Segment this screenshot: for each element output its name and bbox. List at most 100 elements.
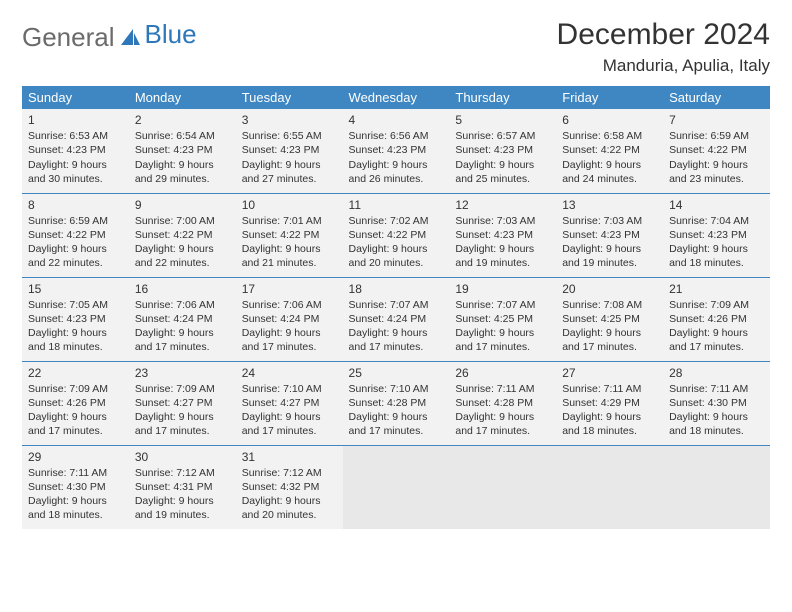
day-number: 8 xyxy=(28,197,123,213)
calendar-day-cell: 23Sunrise: 7:09 AMSunset: 4:27 PMDayligh… xyxy=(129,361,236,445)
day-number: 30 xyxy=(135,449,230,465)
sunset-line: Sunset: 4:23 PM xyxy=(28,312,123,326)
day-number: 1 xyxy=(28,112,123,128)
calendar-week-row: 1Sunrise: 6:53 AM Sunset: 4:23 PM Daylight… xyxy=(22,109,770,193)
daylight-line: and 19 minutes. xyxy=(562,256,657,270)
sunset-line: Sunset: 4:24 PM xyxy=(242,312,337,326)
day-number: 15 xyxy=(28,281,123,297)
sunset-line: Sunset: 4:22 PM xyxy=(349,228,444,242)
calendar-day-cell: 29Sunrise: 7:11 AMSunset: 4:30 PMDayligh… xyxy=(22,445,129,529)
day-number: 25 xyxy=(349,365,444,381)
logo: General Blue xyxy=(22,18,197,53)
sunrise-line: Sunrise: 6:53 AM xyxy=(28,129,123,143)
day-number: 6 xyxy=(562,112,657,128)
daylight-line: Daylight: 9 hours xyxy=(455,326,550,340)
sunset-line: Sunset: 4:27 PM xyxy=(135,396,230,410)
sunset-line: Sunset: 4:30 PM xyxy=(28,480,123,494)
daylight-line: and 29 minutes. xyxy=(135,172,230,186)
sunrise-line: Sunrise: 7:09 AM xyxy=(135,382,230,396)
sunrise-line: Sunrise: 6:59 AM xyxy=(28,214,123,228)
sunset-line: Sunset: 4:22 PM xyxy=(669,143,764,157)
sunset-line: Sunset: 4:22 PM xyxy=(28,228,123,242)
sunrise-line: Sunrise: 7:03 AM xyxy=(455,214,550,228)
day-number: 11 xyxy=(349,197,444,213)
day-number: 4 xyxy=(349,112,444,128)
sunrise-line: Sunrise: 6:55 AM xyxy=(242,129,337,143)
day-number: 22 xyxy=(28,365,123,381)
sunrise-line: Sunrise: 7:06 AM xyxy=(135,298,230,312)
calendar-day-cell xyxy=(663,445,770,529)
weekday-header-row: Sunday Monday Tuesday Wednesday Thursday… xyxy=(22,86,770,109)
calendar-day-cell: 21Sunrise: 7:09 AMSunset: 4:26 PMDayligh… xyxy=(663,277,770,361)
calendar-day-cell: 28Sunrise: 7:11 AMSunset: 4:30 PMDayligh… xyxy=(663,361,770,445)
location: Manduria, Apulia, Italy xyxy=(557,56,770,76)
weekday-header: Saturday xyxy=(663,86,770,109)
day-number: 26 xyxy=(455,365,550,381)
sunset-line: Sunset: 4:22 PM xyxy=(135,228,230,242)
sunset-line: Sunset: 4:24 PM xyxy=(135,312,230,326)
calendar-week-row: 29Sunrise: 7:11 AMSunset: 4:30 PMDayligh… xyxy=(22,445,770,529)
calendar-table: Sunday Monday Tuesday Wednesday Thursday… xyxy=(22,86,770,529)
calendar-day-cell xyxy=(449,445,556,529)
sunrise-line: Sunrise: 7:04 AM xyxy=(669,214,764,228)
daylight-line: Daylight: 9 hours xyxy=(135,494,230,508)
weekday-header: Friday xyxy=(556,86,663,109)
calendar-day-cell: 2Sunrise: 6:54 AMSunset: 4:23 PMDaylight… xyxy=(129,109,236,193)
sunrise-line: Sunrise: 6:57 AM xyxy=(455,129,550,143)
calendar-day-cell: 27Sunrise: 7:11 AMSunset: 4:29 PMDayligh… xyxy=(556,361,663,445)
daylight-line: and 26 minutes. xyxy=(349,172,444,186)
sunset-line: Sunset: 4:23 PM xyxy=(135,143,230,157)
sunrise-line: Sunrise: 6:58 AM xyxy=(562,129,657,143)
day-number: 24 xyxy=(242,365,337,381)
daylight-line: Daylight: 9 hours xyxy=(349,410,444,424)
calendar-day-cell: 26Sunrise: 7:11 AMSunset: 4:28 PMDayligh… xyxy=(449,361,556,445)
sunrise-line: Sunrise: 7:01 AM xyxy=(242,214,337,228)
daylight-line: and 22 minutes. xyxy=(135,256,230,270)
weekday-header: Monday xyxy=(129,86,236,109)
daylight-line: and 22 minutes. xyxy=(28,256,123,270)
sunrise-line: Sunrise: 7:07 AM xyxy=(455,298,550,312)
sunrise-line: Sunrise: 7:05 AM xyxy=(28,298,123,312)
title-block: December 2024 Manduria, Apulia, Italy xyxy=(557,18,770,76)
day-number: 9 xyxy=(135,197,230,213)
daylight-line: and 20 minutes. xyxy=(349,256,444,270)
calendar-day-cell: 13Sunrise: 7:03 AMSunset: 4:23 PMDayligh… xyxy=(556,193,663,277)
weekday-header: Thursday xyxy=(449,86,556,109)
sunrise-line: Sunrise: 7:07 AM xyxy=(349,298,444,312)
weekday-header: Sunday xyxy=(22,86,129,109)
day-number: 17 xyxy=(242,281,337,297)
sunrise-line: Sunrise: 7:12 AM xyxy=(242,466,337,480)
daylight-line: Daylight: 9 hours xyxy=(242,242,337,256)
daylight-line: and 17 minutes. xyxy=(28,424,123,438)
daylight-line: and 20 minutes. xyxy=(242,508,337,522)
daylight-line: and 25 minutes. xyxy=(455,172,550,186)
daylight-line: and 17 minutes. xyxy=(562,340,657,354)
sunrise-line: Sunrise: 7:11 AM xyxy=(455,382,550,396)
daylight-line: and 27 minutes. xyxy=(242,172,337,186)
daylight-line: Daylight: 9 hours xyxy=(28,242,123,256)
calendar-day-cell: 20Sunrise: 7:08 AMSunset: 4:25 PMDayligh… xyxy=(556,277,663,361)
sunset-line: Sunset: 4:26 PM xyxy=(669,312,764,326)
calendar-day-cell: 17Sunrise: 7:06 AMSunset: 4:24 PMDayligh… xyxy=(236,277,343,361)
calendar-day-cell: 9Sunrise: 7:00 AMSunset: 4:22 PMDaylight… xyxy=(129,193,236,277)
daylight-line: Daylight: 9 hours xyxy=(135,326,230,340)
sunrise-line: Sunrise: 7:12 AM xyxy=(135,466,230,480)
calendar-day-cell: 8Sunrise: 6:59 AMSunset: 4:22 PMDaylight… xyxy=(22,193,129,277)
sunset-line: Sunset: 4:23 PM xyxy=(562,228,657,242)
day-number: 23 xyxy=(135,365,230,381)
weekday-header: Tuesday xyxy=(236,86,343,109)
daylight-line: and 21 minutes. xyxy=(242,256,337,270)
day-number: 10 xyxy=(242,197,337,213)
daylight-line: and 19 minutes. xyxy=(135,508,230,522)
daylight-line: and 17 minutes. xyxy=(349,424,444,438)
logo-word-general: General xyxy=(22,22,115,53)
daylight-line: Daylight: 9 hours xyxy=(28,410,123,424)
daylight-line: Daylight: 9 hours xyxy=(562,158,657,172)
sunset-line: Sunset: 4:30 PM xyxy=(669,396,764,410)
daylight-line: and 17 minutes. xyxy=(455,424,550,438)
sunset-line: Sunset: 4:25 PM xyxy=(562,312,657,326)
day-number: 3 xyxy=(242,112,337,128)
month-title: December 2024 xyxy=(557,18,770,52)
daylight-line: and 17 minutes. xyxy=(455,340,550,354)
calendar-day-cell: 24Sunrise: 7:10 AMSunset: 4:27 PMDayligh… xyxy=(236,361,343,445)
